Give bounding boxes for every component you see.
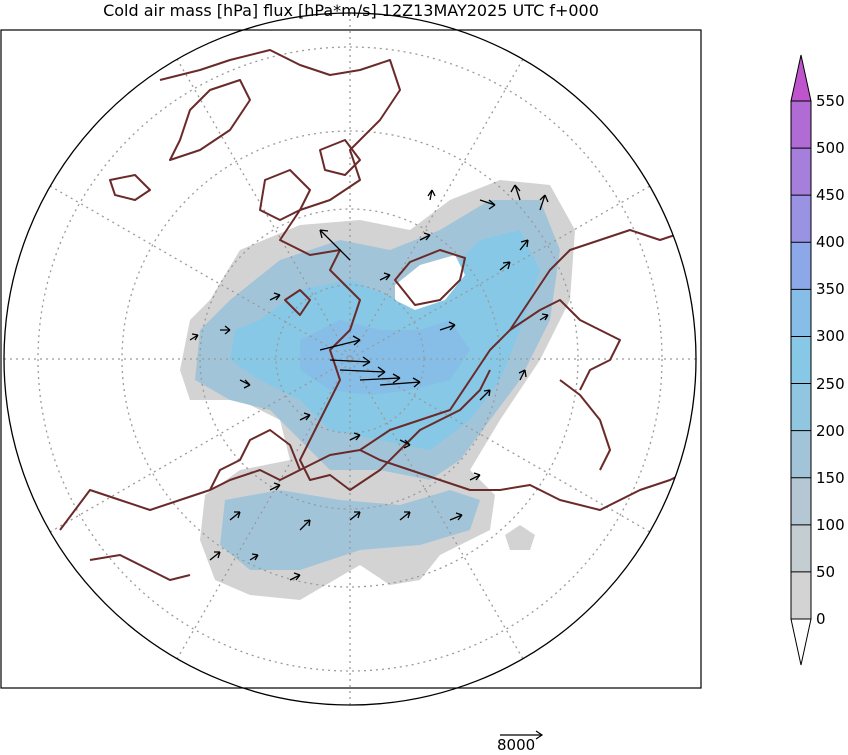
flux-vector-arrow — [319, 229, 351, 261]
flux-vector-arrow — [339, 366, 386, 378]
flux-vector-arrow — [319, 335, 361, 351]
flux-vector-arrow — [427, 189, 436, 201]
flux-vector-arrow — [379, 377, 421, 388]
airmass-gap — [395, 255, 465, 310]
map-area — [4, 13, 696, 705]
flux-vector-arrow — [359, 373, 401, 384]
flux-vector-arrow — [249, 553, 259, 561]
flux-vector-arrow — [299, 412, 311, 421]
colorbar-segment — [791, 477, 811, 525]
reference-vector-arrow — [500, 730, 544, 740]
coastline-greenland — [169, 79, 251, 161]
flux-vector-arrow — [189, 333, 199, 341]
flux-vector-arrow — [539, 313, 549, 321]
map-title: Cold air mass [hPa] flux [hPa*m/s] 12Z13… — [103, 1, 599, 20]
colorbar-tick-label: 0 — [816, 610, 826, 628]
flux-vector-arrow — [479, 389, 491, 401]
flux-vector-arrow — [399, 439, 411, 449]
coastline-scandinavia — [209, 429, 301, 491]
coastlines — [59, 49, 691, 581]
flux-vector-arrow — [269, 482, 281, 491]
flux-vector-arrow — [239, 379, 251, 389]
colorbar-segment — [791, 195, 811, 243]
latitude-circle — [37, 46, 663, 672]
colorbar-segment — [791, 336, 811, 384]
colorbar-over-extension — [790, 54, 812, 102]
latitude-circle — [121, 130, 579, 588]
flux-vectors — [189, 184, 549, 581]
map-boundary — [3, 12, 697, 706]
flux-vector-arrow — [269, 292, 281, 301]
flux-vector-arrow — [349, 511, 361, 521]
colorbar-segment — [791, 571, 811, 619]
colorbar-segment — [791, 101, 811, 149]
flux-vector-arrow — [510, 184, 521, 201]
coastline-arctic-islands — [259, 139, 361, 221]
flux-vector-arrow — [518, 369, 527, 381]
colorbar-tick-label: 100 — [816, 515, 845, 534]
airmass-shade-kamchatka-blob — [505, 525, 535, 550]
colorbar-tick-label: 300 — [816, 327, 845, 346]
graticule — [4, 13, 696, 705]
colorbar-segment — [791, 430, 811, 478]
flux-vector-arrow — [539, 194, 549, 211]
colorbar-tick-label: 450 — [816, 186, 845, 205]
coastline-north-america — [159, 49, 491, 491]
colorbar — [790, 54, 812, 666]
flux-vector-arrow — [329, 356, 371, 367]
colorbar-tick-label: 150 — [816, 468, 845, 487]
colorbar-tick-label: 250 — [816, 374, 845, 393]
flux-vector-arrow — [209, 551, 221, 561]
flux-vector-arrow — [229, 511, 241, 521]
colorbar-segment — [791, 524, 811, 572]
coastline-mediterranean — [89, 554, 191, 581]
meridian-line — [49, 185, 651, 533]
flux-vector-arrow — [439, 321, 456, 331]
colorbar-tick-label: 400 — [816, 233, 845, 252]
latitude-circle — [199, 208, 501, 510]
reference-vector-label: 8000 — [497, 736, 536, 754]
flux-vector-arrow — [479, 199, 496, 210]
flux-vector-arrow — [349, 432, 361, 441]
meridian-line — [176, 58, 524, 660]
flux-vector-arrow — [399, 511, 411, 521]
flux-vector-arrow — [289, 572, 301, 581]
flux-vector-arrow — [379, 272, 391, 281]
colorbar-segment — [791, 242, 811, 290]
colorbar-tick-label: 50 — [816, 562, 836, 581]
coastline-svalbard — [284, 289, 311, 316]
coastline-alaska — [509, 299, 621, 391]
flux-vector-arrow — [299, 519, 311, 531]
flux-vector-arrow — [519, 239, 529, 251]
coastline-hudson-bay — [394, 249, 466, 306]
flux-vector-arrow — [220, 325, 231, 335]
meridian-line — [176, 58, 524, 660]
flux-vector-arrow — [419, 232, 431, 241]
colorbar-tick-label: 500 — [816, 139, 845, 158]
flux-vector-arrow — [469, 472, 481, 481]
coastline-iceland — [109, 174, 151, 201]
coastline-japan-kamchatka — [559, 379, 611, 471]
flux-vector-arrow — [449, 512, 463, 521]
flux-vector-arrow — [499, 261, 511, 271]
colorbar-tick-label: 200 — [816, 421, 845, 440]
colorbar-under-extension — [790, 618, 812, 666]
meridian-line — [49, 185, 651, 533]
colorbar-segment — [791, 289, 811, 337]
colorbar-tick-label: 550 — [816, 92, 845, 110]
coastline-siberia-north — [359, 229, 691, 451]
colorbar-segment — [791, 383, 811, 431]
colorbar-tick-label: 350 — [816, 280, 845, 299]
colorbar-segment — [791, 148, 811, 196]
